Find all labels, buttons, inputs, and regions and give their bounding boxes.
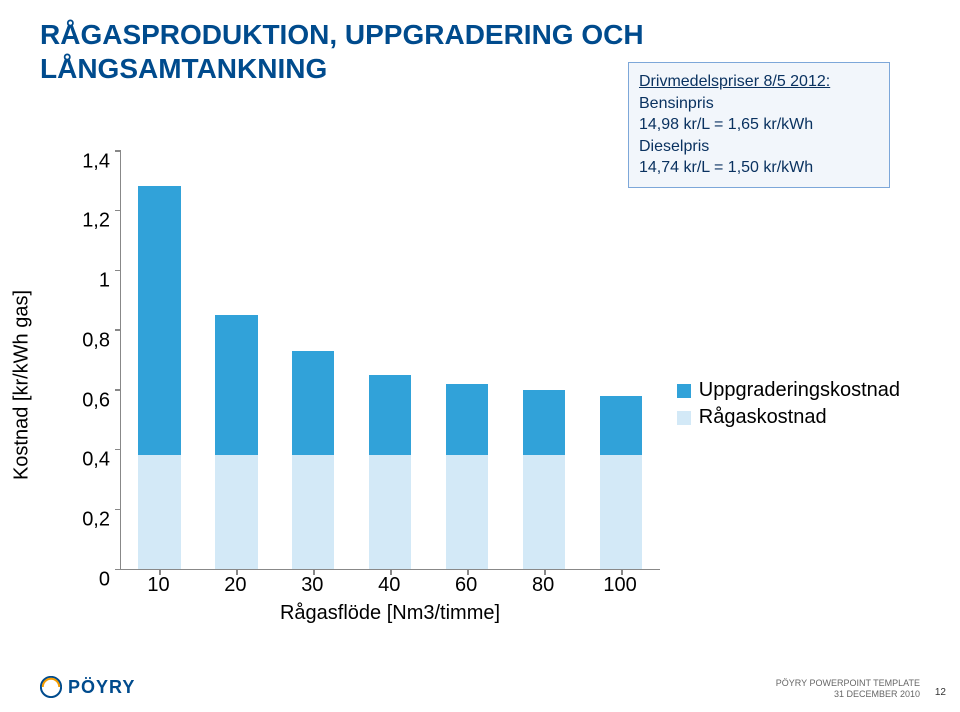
bar-segment — [138, 186, 180, 455]
y-axis-label: Kostnad [kr/kWh gas] — [11, 290, 34, 480]
infobox-bensin-value: 14,98 kr/L = 1,65 kr/kWh — [639, 114, 879, 136]
legend: Uppgraderingskostnad Rågaskostnad — [677, 375, 900, 433]
x-tick-label: 80 — [532, 574, 554, 597]
legend-label: Uppgraderingskostnad — [699, 379, 900, 402]
bar-segment — [215, 315, 257, 455]
y-tick-label: 0,4 — [82, 449, 110, 472]
legend-item: Uppgraderingskostnad — [677, 379, 900, 402]
legend-swatch — [677, 384, 691, 398]
y-tick-label: 0,6 — [82, 389, 110, 412]
bar-segment — [292, 455, 334, 569]
x-tick-labels: 10 20 30 40 60 80 100 — [120, 574, 660, 598]
x-tick-label: 100 — [603, 574, 636, 597]
bar-stack — [523, 390, 565, 569]
bar-segment — [369, 375, 411, 456]
bar-segment — [215, 455, 257, 569]
y-tick-label: 0 — [99, 569, 110, 592]
footer-meta: PÖYRY POWERPOINT TEMPLATE 31 DECEMBER 20… — [776, 678, 920, 700]
x-axis-label: Rågasflöde [Nm3/timme] — [120, 602, 660, 625]
legend-swatch — [677, 411, 691, 425]
bar-segment — [523, 455, 565, 569]
y-tick-mark — [115, 270, 121, 272]
footer-date: 31 DECEMBER 2010 — [776, 689, 920, 700]
bar-stack — [369, 375, 411, 569]
y-tick-mark — [115, 150, 121, 152]
legend-item: Rågaskostnad — [677, 406, 900, 429]
y-tick-mark — [115, 389, 121, 391]
title-line-2: LÅNGSAMTANKNING — [40, 53, 327, 84]
slide: RÅGASPRODUKTION, UPPGRADERING OCH LÅNGSA… — [0, 0, 960, 712]
page-number: 12 — [935, 687, 946, 698]
bar-segment — [446, 455, 488, 569]
bar-segment — [600, 455, 642, 569]
brand-name: PÖYRY — [68, 677, 135, 698]
brand-logo: PÖYRY — [40, 676, 135, 698]
plot-area — [120, 150, 660, 570]
bar-segment — [600, 396, 642, 456]
bar-stack — [600, 396, 642, 569]
infobox-bensin-label: Bensinpris — [639, 93, 879, 115]
bar-stack — [138, 186, 180, 569]
bar-segment — [292, 351, 334, 456]
y-tick-mark — [115, 329, 121, 331]
x-tick-label: 60 — [455, 574, 477, 597]
bar-segment — [369, 455, 411, 569]
y-tick-mark — [115, 449, 121, 451]
bar-stack — [215, 315, 257, 569]
bar-segment — [446, 384, 488, 456]
legend-label: Rågaskostnad — [699, 406, 827, 429]
title-line-1: RÅGASPRODUKTION, UPPGRADERING OCH — [40, 19, 644, 50]
y-tick-label: 1 — [99, 270, 110, 293]
y-tick-labels: 00,20,40,60,811,21,4 — [60, 150, 110, 570]
footer-template-name: PÖYRY POWERPOINT TEMPLATE — [776, 678, 920, 689]
y-tick-mark — [115, 210, 121, 212]
x-tick-label: 30 — [301, 574, 323, 597]
infobox-heading: Drivmedelspriser 8/5 2012: — [639, 71, 879, 93]
bar-stack — [292, 351, 334, 569]
y-tick-mark — [115, 509, 121, 511]
chart: Kostnad [kr/kWh gas] 00,20,40,60,811,21,… — [40, 150, 680, 620]
bars-container — [121, 150, 660, 569]
x-tick-label: 20 — [224, 574, 246, 597]
bar-segment — [523, 390, 565, 456]
y-tick-label: 0,2 — [82, 509, 110, 532]
y-tick-mark — [115, 569, 121, 571]
x-tick-label: 40 — [378, 574, 400, 597]
y-tick-label: 0,8 — [82, 329, 110, 352]
bar-stack — [446, 384, 488, 569]
y-tick-label: 1,4 — [82, 150, 110, 173]
bar-segment — [138, 455, 180, 569]
logo-icon — [40, 676, 62, 698]
x-tick-label: 10 — [147, 574, 169, 597]
y-tick-label: 1,2 — [82, 210, 110, 233]
